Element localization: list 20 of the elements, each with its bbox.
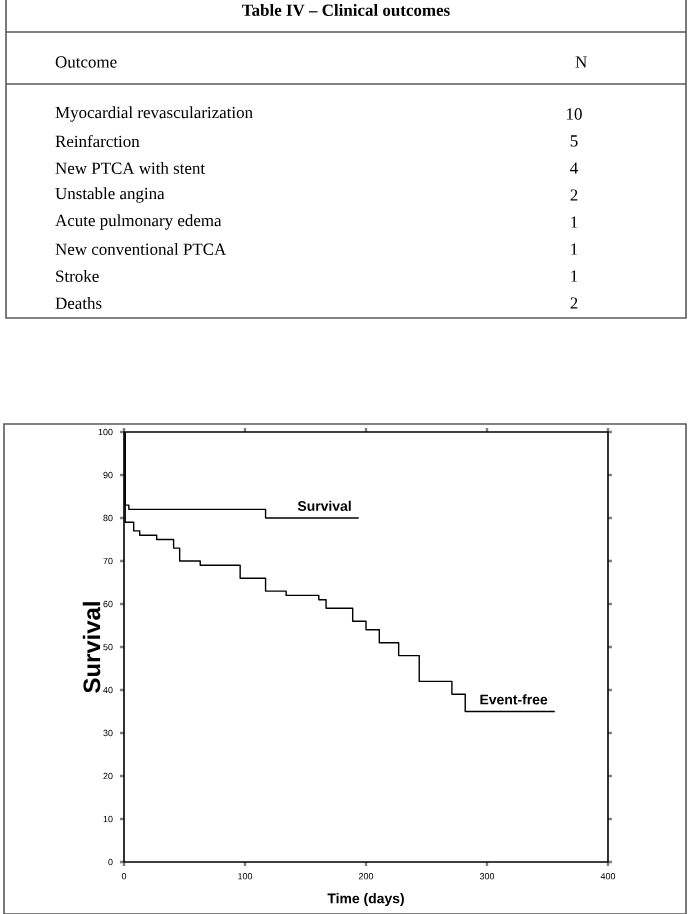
- text: N: [575, 56, 587, 68]
- data-label: 1: [571, 243, 578, 255]
- data-label: 4: [570, 162, 578, 174]
- y-axis-title: Survival: [82, 602, 101, 693]
- category-label: Myocardial revascularization: [55, 106, 253, 122]
- data-label: 10: [567, 108, 582, 120]
- data-label: 5: [570, 135, 578, 147]
- text: Table IV – Clinical outcomes: [242, 4, 450, 16]
- data-label: 2: [570, 189, 578, 201]
- data-label: 1: [571, 270, 578, 282]
- category-label: Stroke: [56, 270, 99, 282]
- category-label: Unstable angina: [55, 187, 165, 203]
- category-label: Acute pulmonary edema: [55, 214, 222, 230]
- category-label: New PTCA with stent: [55, 162, 205, 174]
- text: Outcome: [55, 56, 117, 68]
- data-label: 2: [570, 297, 578, 309]
- category-label: New conventional PTCA: [55, 243, 227, 255]
- data-label: 1: [571, 216, 578, 228]
- category-label: Deaths: [55, 297, 102, 309]
- category-label: Reinfarction: [55, 134, 140, 148]
